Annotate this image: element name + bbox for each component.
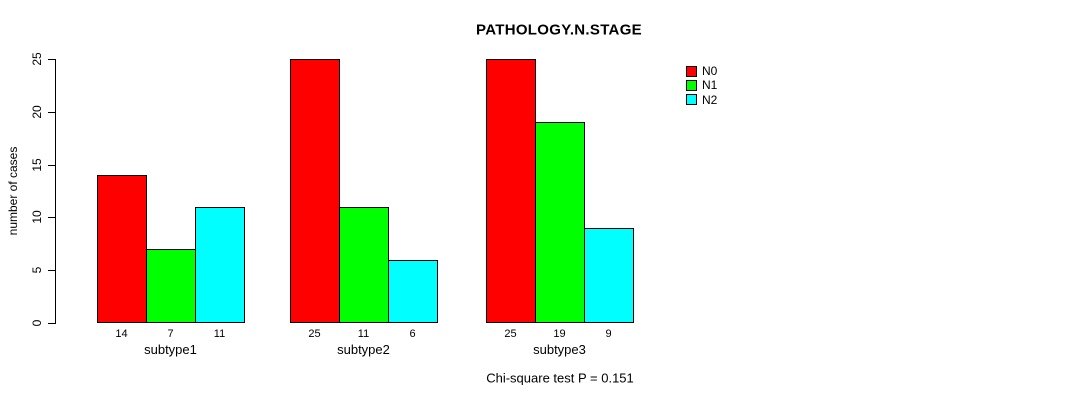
bar-N0-subtype1 [97, 175, 147, 323]
legend-item-n1: N1 [686, 78, 717, 92]
bar-N1-subtype1 [146, 249, 196, 323]
category-label: subtype1 [144, 342, 197, 357]
y-axis-tick-label: 25 [30, 52, 44, 66]
bar-value-label: 25 [308, 328, 321, 340]
legend-swatch-n0 [686, 65, 697, 77]
y-axis-tick [48, 164, 55, 166]
legend: N0 N1 N2 [686, 64, 717, 107]
bar-N0-subtype2 [290, 59, 340, 323]
y-axis-tick [48, 59, 55, 60]
legend-label-n1: N1 [702, 78, 718, 93]
bar-N0-subtype3 [486, 59, 536, 323]
y-axis-tick-label: 15 [30, 157, 44, 172]
y-axis-tick [48, 270, 55, 272]
chi-square-annotation: Chi-square test P = 0.151 [486, 370, 634, 386]
bar-value-label: 9 [605, 328, 612, 340]
y-axis-tick-label: 0 [30, 319, 44, 327]
bar-value-label: 14 [115, 328, 128, 340]
bar-N2-subtype3 [584, 228, 634, 323]
y-axis-tick [48, 323, 55, 324]
bar-value-label: 11 [213, 328, 226, 340]
bar-N1-subtype2 [339, 206, 389, 323]
y-axis-tick [48, 217, 55, 219]
bar-value-label: 7 [167, 328, 174, 340]
bar-value-label: 25 [504, 328, 517, 340]
category-label: subtype2 [337, 342, 390, 357]
y-axis-line [55, 59, 56, 324]
legend-swatch-n1 [686, 79, 697, 91]
legend-label-n0: N0 [702, 64, 718, 79]
y-axis-label: number of cases [6, 146, 20, 236]
bar-N2-subtype1 [195, 206, 245, 323]
bar-value-label: 19 [553, 328, 566, 340]
y-axis-tick-label: 5 [30, 266, 44, 274]
legend-item-n2: N2 [686, 93, 717, 107]
legend-item-n0: N0 [686, 64, 717, 78]
bar-N1-subtype3 [535, 122, 585, 323]
chart-title: PATHOLOGY.N.STAGE [476, 21, 642, 39]
category-label: subtype3 [533, 342, 586, 357]
y-axis-tick-label: 20 [30, 105, 44, 119]
y-axis-tick-label: 10 [30, 210, 44, 225]
bar-value-label: 11 [357, 328, 370, 340]
bar-value-label: 6 [409, 328, 416, 340]
legend-label-n2: N2 [702, 92, 718, 107]
y-axis-tick [48, 111, 55, 113]
legend-swatch-n2 [686, 94, 697, 106]
bar-N2-subtype2 [388, 259, 438, 323]
